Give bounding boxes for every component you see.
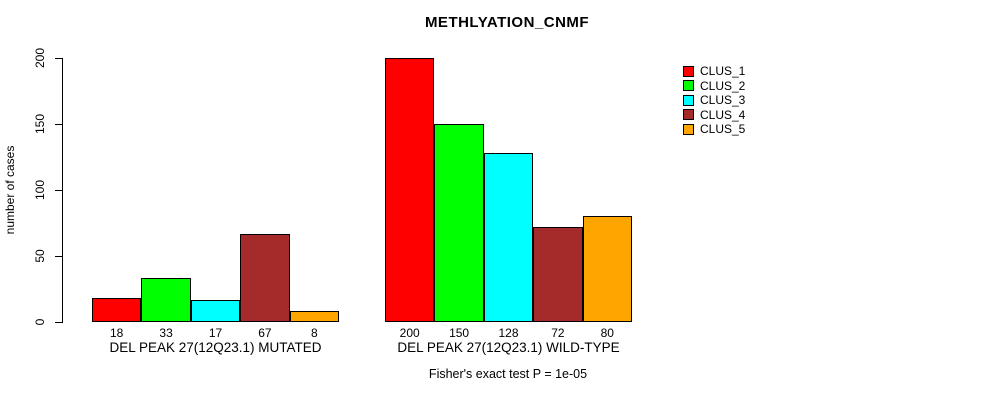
- legend-swatch: [683, 109, 694, 121]
- legend-swatch: [683, 65, 694, 77]
- legend-item: CLUS_2: [683, 79, 745, 94]
- footer-annotation: Fisher's exact test P = 1e-05: [428, 367, 588, 381]
- legend-label: CLUS_1: [700, 64, 746, 79]
- y-axis-tick: [55, 58, 62, 59]
- y-tick-label: 0: [33, 318, 47, 326]
- bar-value-label: 17: [208, 326, 223, 340]
- legend-item: CLUS_4: [683, 108, 745, 123]
- x-group-label: DEL PEAK 27(12Q23.1) WILD-TYPE: [397, 340, 620, 355]
- legend: CLUS_1 CLUS_2 CLUS_3 CLUS_4 CLUS_5: [683, 64, 745, 137]
- legend-item: CLUS_5: [683, 122, 745, 137]
- bar-value-label: 33: [159, 326, 173, 340]
- legend-item: CLUS_1: [683, 64, 745, 79]
- legend-item: CLUS_3: [683, 93, 745, 108]
- legend-label: CLUS_2: [700, 78, 746, 93]
- bar: [240, 234, 290, 322]
- x-group-label: DEL PEAK 27(12Q23.1) MUTATED: [109, 340, 322, 355]
- y-axis-line: [62, 58, 63, 323]
- bar: [290, 311, 339, 322]
- bar: [484, 153, 533, 322]
- bar-value-label: 80: [600, 326, 614, 340]
- bar-value-label: 67: [258, 326, 272, 340]
- y-axis-tick: [55, 190, 62, 191]
- bar-value-label: 8: [310, 326, 318, 340]
- legend-swatch: [683, 94, 694, 106]
- bar: [92, 298, 141, 322]
- bar: [191, 300, 240, 322]
- legend-label: CLUS_3: [700, 93, 746, 108]
- bar: [434, 124, 484, 322]
- y-tick-label: 50: [33, 249, 47, 263]
- bar-value-label: 200: [399, 326, 420, 340]
- bar-value-label: 72: [551, 326, 565, 340]
- bar-value-label: 150: [449, 326, 470, 340]
- legend-label: CLUS_4: [700, 107, 746, 122]
- chart-title: METHLYATION_CNMF: [424, 14, 590, 31]
- y-tick-label: 150: [33, 113, 47, 135]
- y-axis-label: number of cases: [3, 145, 17, 235]
- bar: [385, 58, 434, 322]
- bar: [533, 227, 583, 322]
- bar-value-label: 128: [498, 326, 519, 340]
- bar: [141, 278, 191, 322]
- legend-swatch: [683, 80, 694, 92]
- bar-value-label: 18: [110, 326, 124, 340]
- bar: [583, 216, 632, 322]
- y-tick-label: 200: [33, 47, 47, 69]
- legend-swatch: [683, 123, 694, 135]
- y-axis-tick: [55, 256, 62, 257]
- y-axis-tick: [55, 124, 62, 125]
- y-axis-tick: [55, 322, 62, 323]
- legend-label: CLUS_5: [700, 122, 746, 137]
- y-tick-label: 100: [33, 179, 47, 201]
